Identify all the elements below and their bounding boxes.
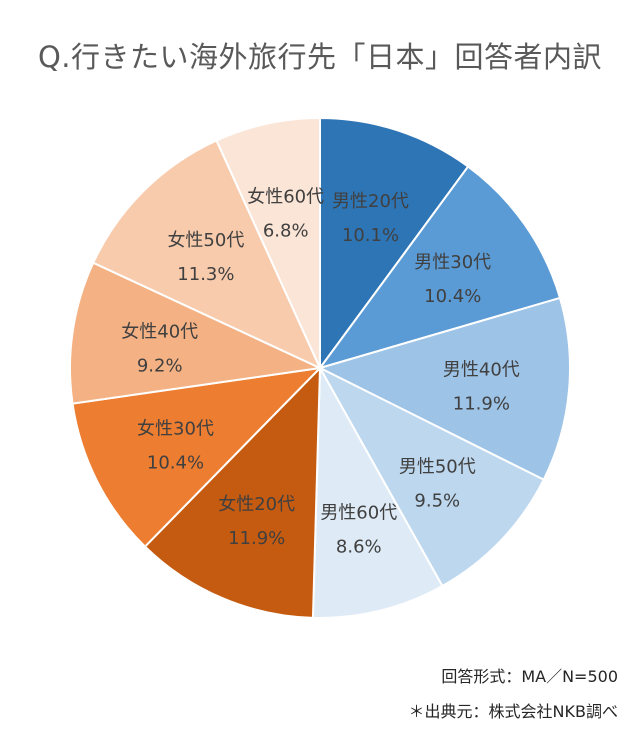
source-note: ＊出典元：株式会社NKB調べ (408, 702, 618, 721)
slice-category-label: 男性20代 (332, 191, 409, 212)
slice-category-label: 男性60代 (320, 502, 397, 523)
pie-labels: 男性20代 10.1% 男性30代 10.4% 男性40代 11.9% 男性50代 9.5% 男… (121, 187, 520, 558)
slice-value-label: 10.1% (342, 225, 399, 246)
slice-category-label: 女性60代 (247, 187, 324, 208)
pie-slice (311, 364, 444, 619)
slice-category-label: 女性50代 (167, 230, 244, 251)
slice-value-label: 11.9% (453, 393, 510, 414)
pie-slice (317, 365, 546, 588)
slice-value-label: 6.8% (263, 221, 309, 242)
response-format-note: 回答形式：MA／N=500 (441, 667, 618, 686)
pie-slices (69, 116, 571, 619)
slice-value-label: 9.5% (414, 491, 460, 512)
slice-category-label: 男性30代 (414, 252, 491, 273)
pie-slice (91, 139, 323, 371)
slice-value-label: 10.4% (424, 286, 481, 307)
slice-value-label: 8.6% (336, 536, 382, 557)
pie-slice (317, 296, 571, 481)
pie-slice (143, 365, 322, 619)
slice-category-label: 男性40代 (443, 359, 520, 380)
pie-slice (69, 261, 324, 405)
slice-value-label: 11.9% (228, 528, 285, 549)
slice-value-label: 11.3% (177, 264, 234, 285)
slice-category-label: 女性20代 (218, 494, 295, 515)
chart-title: Q.行きたい海外旅行先「日本」回答者内訳 (37, 40, 603, 74)
slice-value-label: 10.4% (147, 452, 204, 473)
pie-slice (319, 116, 470, 372)
pie-slice (215, 116, 321, 369)
pie-slice (71, 366, 323, 548)
slice-category-label: 女性30代 (137, 418, 214, 439)
pie-slice (317, 165, 562, 370)
slice-category-label: 男性50代 (399, 457, 476, 478)
slice-category-label: 女性40代 (121, 321, 198, 342)
slice-value-label: 9.2% (137, 355, 183, 376)
